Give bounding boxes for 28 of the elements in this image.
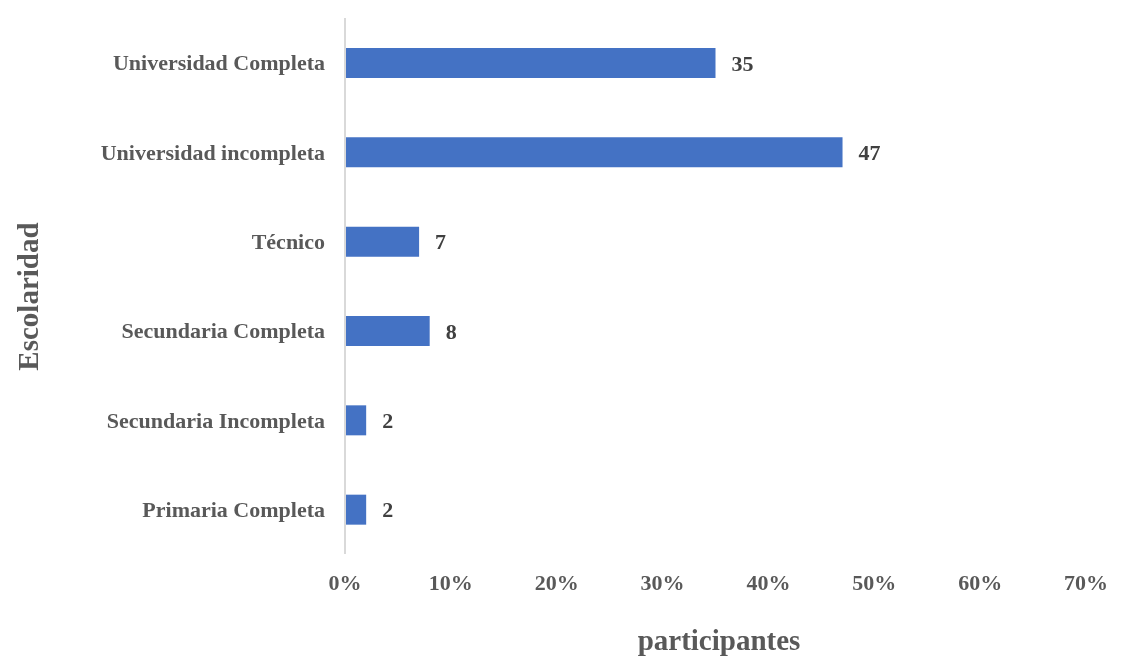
data-label: 35 (731, 50, 754, 76)
x-tick-label: 30% (640, 569, 685, 595)
data-label: 47 (858, 140, 881, 166)
data-label: 2 (382, 497, 394, 523)
bar (345, 494, 367, 525)
x-tick-label: 20% (534, 569, 579, 595)
bar (345, 48, 716, 78)
y-tick-label: Primaria Completa (142, 497, 325, 523)
x-tick-label: 70% (1064, 569, 1108, 595)
x-axis-title: participantes (636, 624, 802, 657)
data-label: 8 (445, 318, 457, 344)
y-axis-title: Escolaridad (11, 221, 45, 371)
x-tick-label: 60% (958, 569, 1003, 595)
y-tick-label: Secundaria Incompleta (106, 407, 325, 433)
y-tick-label: Universidad Completa (112, 50, 325, 76)
x-tick-label: 10% (428, 569, 473, 595)
y-tick-label: Universidad incompleta (100, 139, 325, 165)
bar (345, 137, 843, 168)
bar (345, 405, 367, 436)
x-tick-label: 50% (852, 569, 897, 595)
x-tick-label: 0% (328, 569, 362, 595)
bar (345, 226, 420, 257)
data-label: 7 (435, 229, 447, 255)
bar (345, 316, 430, 346)
y-tick-label: Secundaria Completa (121, 318, 325, 344)
y-tick-label: Técnico (251, 229, 325, 255)
data-label: 2 (382, 408, 394, 434)
x-tick-label: 40% (746, 569, 791, 595)
